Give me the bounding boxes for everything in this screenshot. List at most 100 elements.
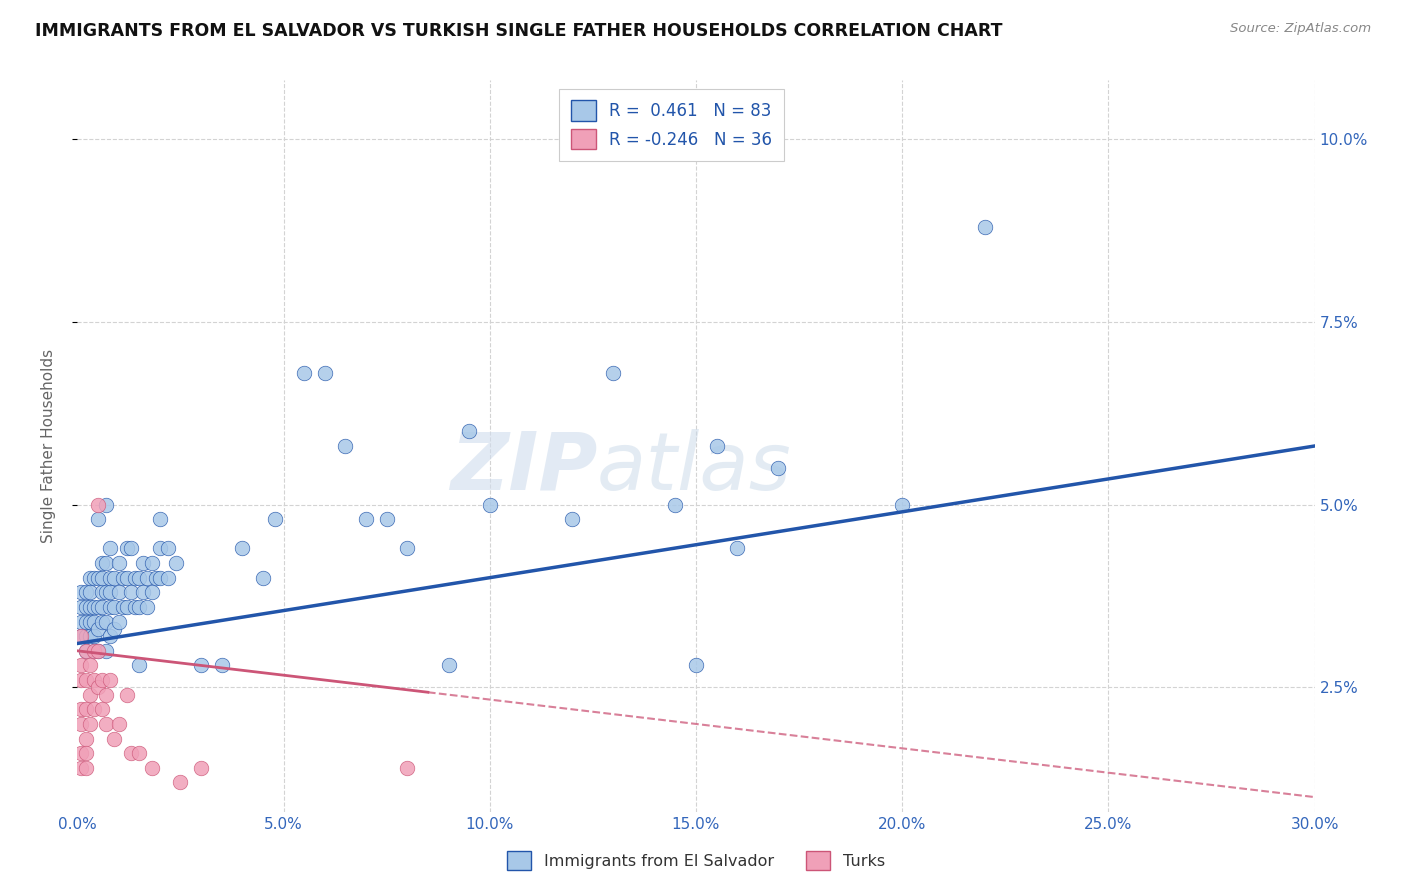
- Point: [98, 585, 121, 599]
- Point: [83, 571, 105, 585]
- Point: [107, 585, 129, 599]
- Point: [136, 571, 159, 585]
- Point: [768, 461, 790, 475]
- Point: [87, 644, 110, 658]
- Point: [87, 681, 110, 695]
- Point: [83, 644, 105, 658]
- Point: [115, 599, 138, 614]
- Point: [115, 571, 138, 585]
- Point: [87, 622, 110, 636]
- Point: [103, 731, 125, 746]
- Point: [437, 658, 460, 673]
- Point: [75, 629, 97, 643]
- Point: [75, 644, 97, 658]
- Point: [98, 599, 121, 614]
- Point: [169, 775, 191, 789]
- Point: [75, 731, 97, 746]
- Point: [149, 512, 172, 526]
- Point: [107, 615, 129, 629]
- Point: [561, 512, 583, 526]
- Point: [124, 571, 146, 585]
- Point: [335, 439, 357, 453]
- Point: [149, 571, 172, 585]
- Point: [70, 717, 93, 731]
- Y-axis label: Single Father Households: Single Father Households: [42, 349, 56, 543]
- Point: [115, 541, 138, 556]
- Point: [79, 717, 101, 731]
- Point: [396, 761, 419, 775]
- Point: [973, 219, 995, 234]
- Point: [98, 571, 121, 585]
- Point: [75, 702, 97, 716]
- Point: [79, 599, 101, 614]
- Point: [264, 512, 287, 526]
- Point: [79, 571, 101, 585]
- Point: [91, 571, 114, 585]
- Point: [458, 425, 481, 439]
- Point: [132, 556, 155, 570]
- Point: [91, 556, 114, 570]
- Point: [141, 556, 163, 570]
- Point: [96, 688, 118, 702]
- Point: [706, 439, 728, 453]
- Point: [70, 585, 93, 599]
- Point: [96, 556, 118, 570]
- Point: [107, 717, 129, 731]
- Text: atlas: atlas: [598, 429, 792, 507]
- Point: [91, 585, 114, 599]
- Point: [75, 673, 97, 687]
- Point: [75, 585, 97, 599]
- Point: [70, 629, 93, 643]
- Text: ZIP: ZIP: [450, 429, 598, 507]
- Point: [314, 366, 336, 380]
- Point: [149, 541, 172, 556]
- Point: [891, 498, 914, 512]
- Point: [252, 571, 274, 585]
- Point: [190, 761, 212, 775]
- Point: [91, 702, 114, 716]
- Point: [83, 629, 105, 643]
- Point: [75, 599, 97, 614]
- Point: [120, 585, 142, 599]
- Point: [75, 761, 97, 775]
- Point: [103, 571, 125, 585]
- Point: [70, 658, 93, 673]
- Point: [141, 585, 163, 599]
- Point: [132, 585, 155, 599]
- Point: [75, 746, 97, 760]
- Point: [87, 644, 110, 658]
- Point: [79, 658, 101, 673]
- Point: [91, 599, 114, 614]
- Point: [96, 615, 118, 629]
- Point: [664, 498, 686, 512]
- Point: [136, 599, 159, 614]
- Point: [70, 673, 93, 687]
- Text: Source: ZipAtlas.com: Source: ZipAtlas.com: [1230, 22, 1371, 36]
- Point: [111, 599, 134, 614]
- Point: [120, 541, 142, 556]
- Point: [87, 599, 110, 614]
- Point: [70, 629, 93, 643]
- Legend: Immigrants from El Salvador, Turks: Immigrants from El Salvador, Turks: [501, 845, 891, 877]
- Point: [292, 366, 315, 380]
- Point: [87, 571, 110, 585]
- Point: [124, 599, 146, 614]
- Point: [103, 599, 125, 614]
- Point: [725, 541, 748, 556]
- Point: [70, 761, 93, 775]
- Point: [107, 556, 129, 570]
- Point: [120, 746, 142, 760]
- Point: [141, 761, 163, 775]
- Point: [96, 644, 118, 658]
- Text: IMMIGRANTS FROM EL SALVADOR VS TURKISH SINGLE FATHER HOUSEHOLDS CORRELATION CHAR: IMMIGRANTS FROM EL SALVADOR VS TURKISH S…: [35, 22, 1002, 40]
- Point: [231, 541, 253, 556]
- Point: [96, 717, 118, 731]
- Point: [83, 644, 105, 658]
- Point: [157, 541, 180, 556]
- Point: [70, 702, 93, 716]
- Point: [115, 688, 138, 702]
- Point: [354, 512, 377, 526]
- Point: [96, 585, 118, 599]
- Point: [145, 571, 167, 585]
- Point: [79, 688, 101, 702]
